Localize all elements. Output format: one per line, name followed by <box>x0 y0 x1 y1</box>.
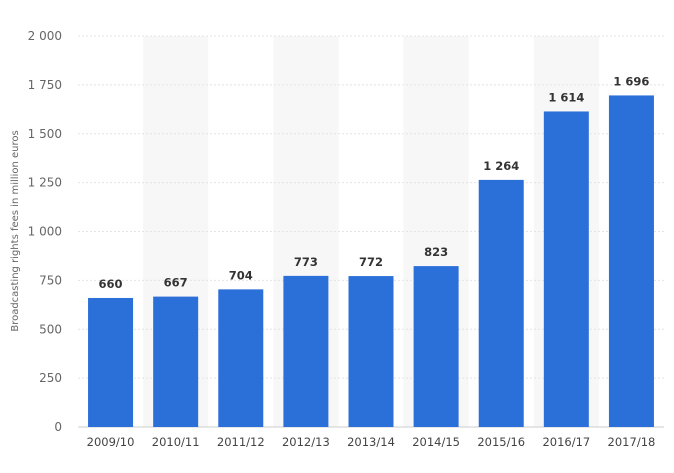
y-tick-label: 1 500 <box>28 127 62 141</box>
value-label: 1 264 <box>483 159 519 173</box>
x-tick-label: 2012/13 <box>282 435 330 449</box>
bar <box>608 95 654 427</box>
bar <box>543 111 589 427</box>
bar <box>283 275 329 427</box>
bar <box>218 289 264 427</box>
x-tick-label: 2013/14 <box>347 435 395 449</box>
y-tick-label: 250 <box>39 371 62 385</box>
y-tick-label: 2 000 <box>28 29 62 43</box>
y-tick-label: 750 <box>39 273 62 287</box>
value-label: 823 <box>424 245 448 259</box>
y-axis-ticks: 0 250 500 750 1 000 1 250 1 500 1 750 2 000 <box>28 29 62 434</box>
value-labels: 660 667 704 773 772 823 1 264 1 614 1 696 <box>99 74 650 291</box>
value-label: 772 <box>359 255 383 269</box>
y-tick-label: 500 <box>39 322 62 336</box>
x-tick-label: 2016/17 <box>542 435 590 449</box>
bar <box>478 179 524 427</box>
x-tick-label: 2014/15 <box>412 435 460 449</box>
x-tick-label: 2017/18 <box>608 435 656 449</box>
x-tick-label: 2010/11 <box>152 435 200 449</box>
value-label: 1 614 <box>548 90 584 104</box>
bar <box>413 266 459 427</box>
y-tick-label: 1 250 <box>28 176 62 190</box>
value-label: 1 696 <box>613 74 649 88</box>
y-tick-label: 0 <box>54 420 62 434</box>
bars <box>88 95 654 427</box>
bar <box>88 297 134 427</box>
x-tick-label: 2011/12 <box>217 435 265 449</box>
x-tick-label: 2015/16 <box>477 435 525 449</box>
y-axis-label: Broadcasting rights fees in million euro… <box>10 130 21 331</box>
y-tick-label: 1 750 <box>28 78 62 92</box>
bar <box>153 296 199 427</box>
x-tick-label: 2009/10 <box>87 435 135 449</box>
value-label: 773 <box>294 255 318 269</box>
value-label: 667 <box>164 276 188 290</box>
value-label: 704 <box>229 268 253 282</box>
y-tick-label: 1 000 <box>28 225 62 239</box>
value-label: 660 <box>99 277 123 291</box>
bar <box>348 276 394 427</box>
x-axis-ticks: 2009/10 2010/11 2011/12 2012/13 2013/14 2014/… <box>87 435 656 449</box>
